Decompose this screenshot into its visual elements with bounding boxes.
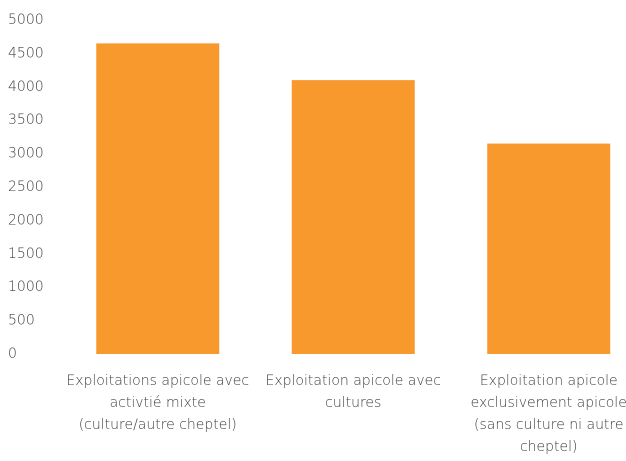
bar [291,80,415,355]
y-tick-label: 4500 [8,45,44,61]
y-tick-label: 1500 [8,246,44,262]
y-tick-label: 3000 [8,146,44,162]
y-tick-label: 3500 [8,112,44,128]
x-tick-label: Exploitations apicole avec activtié mixt… [66,373,250,433]
y-tick-label: 0 [8,346,17,362]
y-tick-label: 5000 [8,12,44,28]
bar [487,143,611,354]
y-tick-label: 2500 [8,179,44,195]
y-tick-label: 1000 [8,279,44,295]
x-tick-label: Exploitation apicole exclusivement apico… [470,373,626,455]
x-tick-label: Exploitation apicole avec cultures [265,373,441,411]
y-tick-label: 2000 [8,212,44,228]
y-tick-label: 4000 [8,79,44,95]
bar [96,43,220,354]
y-tick-label: 500 [8,313,35,329]
